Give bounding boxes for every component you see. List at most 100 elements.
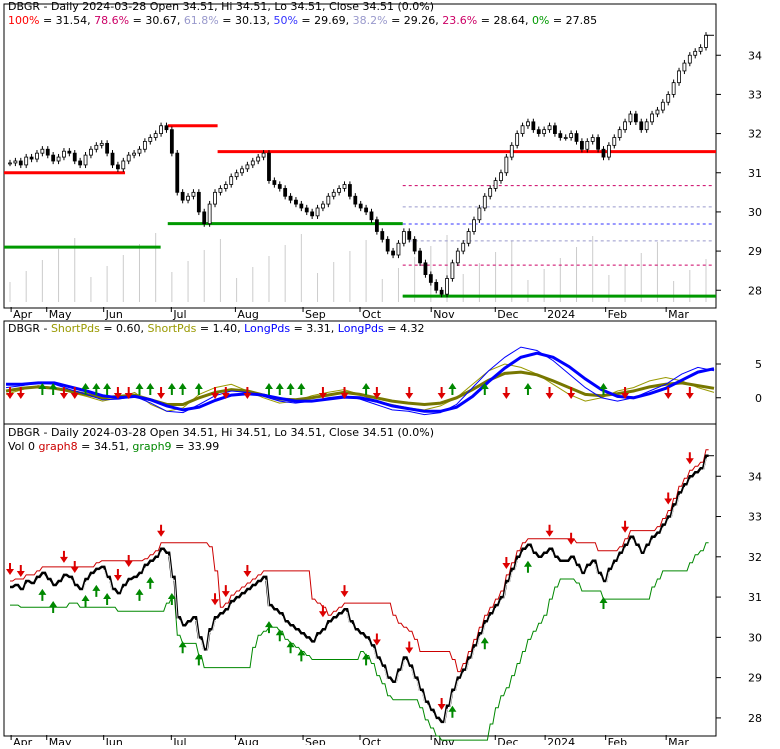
candle: [412, 238, 417, 252]
x-tick-label: Aug: [237, 736, 258, 745]
candle: [563, 137, 568, 139]
volume-bar: [689, 270, 691, 302]
candle: [531, 121, 536, 131]
panel2-header: DBGR - ShortPds = 0.60, ShortPds = 1.40,…: [8, 322, 424, 335]
osc-legend-value: = 1.40,: [200, 322, 244, 335]
osc-legend-label: ShortPds: [51, 322, 103, 335]
sell-arrow: [405, 641, 414, 654]
fib-value: = 30.67,: [133, 14, 184, 27]
buy-arrow: [92, 584, 101, 597]
sell-arrow: [113, 387, 122, 399]
candle: [105, 142, 110, 154]
candle: [56, 156, 61, 162]
candle: [671, 82, 676, 95]
volume-bar: [203, 250, 205, 302]
fib-legend: 100% = 31.54, 78.6% = 30.67, 61.8% = 30.…: [8, 14, 597, 27]
buy-arrow: [103, 383, 112, 395]
candle: [428, 274, 433, 283]
candle: [515, 133, 520, 146]
volume-bar: [640, 253, 642, 302]
volume-bar: [705, 259, 707, 302]
sell-arrow: [211, 593, 220, 606]
osc-series-4: [6, 351, 715, 413]
volume-bar: [462, 274, 464, 302]
fib-value: = 28.64,: [481, 14, 532, 27]
x-tick-label: Jul: [172, 308, 186, 321]
panel-frame-2: [3, 320, 717, 425]
candle: [542, 129, 547, 134]
y-tick-label: 30: [748, 206, 762, 219]
osc-legend-value: = 0.60,: [103, 322, 147, 335]
candle: [612, 137, 617, 146]
x-tick-label: 2024: [547, 736, 575, 745]
volume-bar: [673, 281, 675, 302]
volume-bar: [381, 279, 383, 302]
buy-arrow: [194, 653, 203, 666]
buy-arrow: [523, 383, 532, 395]
x-tick-label: Sep: [305, 736, 326, 745]
sell-arrow: [124, 387, 133, 399]
candle: [396, 242, 401, 256]
y-tick-label: 28: [748, 712, 762, 725]
candle: [450, 262, 455, 279]
candle: [272, 180, 277, 185]
candle: [180, 191, 185, 201]
buy-arrow: [49, 383, 58, 395]
fib-label: 50%: [273, 14, 301, 27]
candle: [337, 188, 342, 193]
volume-bar: [478, 263, 480, 302]
buy-arrow: [135, 588, 144, 601]
buy-arrow: [38, 588, 47, 601]
candle: [601, 148, 606, 158]
y-tick-label: 34: [748, 49, 762, 62]
sell-arrow: [157, 387, 166, 399]
candle: [650, 113, 654, 123]
sell-arrow: [16, 565, 25, 578]
sell-arrow: [6, 387, 14, 399]
buy-arrow: [146, 576, 155, 589]
candle: [331, 191, 336, 197]
volume-bar: [9, 282, 11, 302]
sell-arrow: [664, 387, 673, 399]
buy-arrow: [146, 383, 155, 395]
fib-value: = 27.85: [553, 14, 597, 27]
candle: [229, 176, 234, 185]
candle: [445, 278, 449, 295]
candle: [148, 137, 153, 142]
buy-arrow: [264, 621, 273, 634]
candle: [660, 101, 665, 111]
candle: [40, 148, 45, 154]
buy-arrow: [49, 601, 58, 613]
candle: [35, 152, 39, 160]
candle: [99, 142, 104, 146]
candle: [304, 207, 309, 213]
fib-label: 0%: [532, 14, 553, 27]
panel3-legend: Vol 0 graph8 = 34.51, graph9 = 33.99: [8, 440, 219, 453]
sell-arrow: [70, 561, 79, 573]
candle: [245, 164, 250, 170]
sell-arrow: [502, 556, 511, 569]
candle: [13, 160, 18, 164]
y-tick-label: 32: [748, 551, 762, 564]
panel3-header: DBGR - Daily 2024-03-28 Open 34.51, Hi 3…: [8, 426, 434, 439]
candle: [261, 152, 266, 158]
sell-arrow: [567, 387, 576, 399]
candle: [256, 156, 261, 162]
candle: [623, 121, 627, 131]
volume-bar: [365, 240, 367, 302]
x-tick-label: Dec: [497, 736, 518, 745]
buy-arrow: [178, 383, 187, 395]
sell-arrow: [243, 565, 252, 578]
candle: [455, 250, 460, 264]
sell-arrow: [545, 387, 554, 399]
candle: [553, 125, 557, 134]
x-tick-label: Oct: [362, 736, 382, 745]
buy-arrow: [178, 641, 187, 654]
buy-arrow: [297, 649, 306, 662]
sell-arrow: [221, 387, 230, 399]
y-tick-label: 30: [748, 631, 762, 644]
volume-bar: [333, 262, 335, 302]
buy-arrow: [297, 383, 306, 395]
candle: [51, 154, 56, 162]
